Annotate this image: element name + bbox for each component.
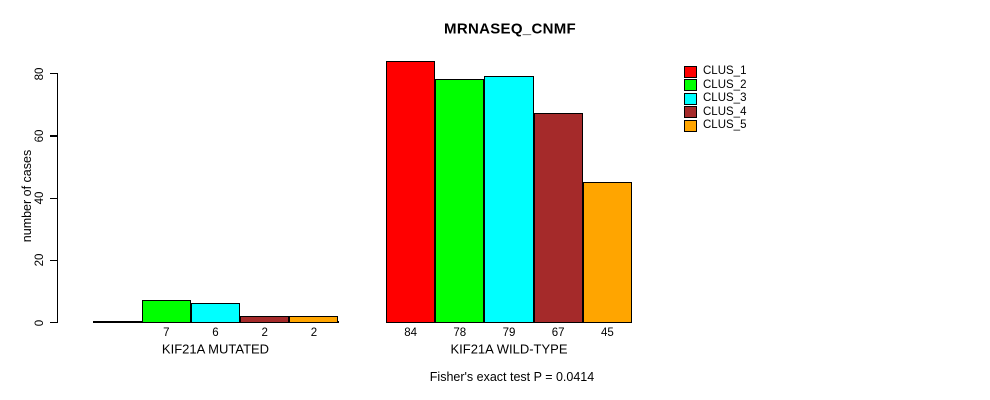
legend-color-swatch bbox=[684, 106, 697, 119]
bar bbox=[533, 113, 583, 323]
y-axis-tick bbox=[50, 135, 57, 137]
legend-item: CLUS_3 bbox=[684, 92, 746, 106]
bar-value-label: 7 bbox=[163, 327, 170, 339]
legend-color-swatch bbox=[684, 92, 697, 105]
y-axis-label: number of cases bbox=[20, 149, 34, 243]
bar-value-label: 2 bbox=[310, 327, 318, 339]
bar-value-label: 2 bbox=[261, 327, 268, 339]
bar bbox=[190, 303, 241, 323]
bar bbox=[484, 76, 534, 323]
legend-item-label: CLUS_1 bbox=[703, 65, 747, 78]
legend-item-label: CLUS_5 bbox=[703, 119, 747, 132]
legend: CLUS_1 CLUS_2 CLUS_3 CLUS_4 CLUS_5 bbox=[684, 65, 746, 133]
fisher-test-note: Fisher's exact test P = 0.0414 bbox=[429, 370, 595, 384]
legend-color-swatch bbox=[684, 119, 697, 132]
y-axis-tick-label: 60 bbox=[34, 129, 46, 143]
bar bbox=[582, 181, 632, 323]
legend-item: CLUS_4 bbox=[684, 106, 746, 120]
legend-item-label: CLUS_4 bbox=[703, 105, 747, 118]
y-axis-tick bbox=[50, 197, 57, 199]
y-axis-tick-label: 80 bbox=[34, 67, 46, 81]
bar bbox=[386, 60, 436, 323]
y-axis-tick-label: 20 bbox=[34, 254, 46, 267]
bar-value-label: 45 bbox=[600, 327, 614, 339]
y-axis-tick-label: 0 bbox=[34, 319, 46, 326]
bar-value-label: 78 bbox=[453, 327, 467, 339]
bar bbox=[141, 300, 191, 323]
legend-item: CLUS_1 bbox=[684, 65, 746, 79]
bar-value-label: 84 bbox=[404, 327, 417, 339]
bar-value-label: 6 bbox=[212, 327, 219, 339]
bar-value-label: 79 bbox=[502, 327, 516, 339]
bar bbox=[435, 79, 485, 323]
y-axis-tick bbox=[50, 259, 57, 262]
legend-item-label: CLUS_3 bbox=[703, 92, 747, 105]
bar bbox=[240, 315, 290, 323]
y-axis-line bbox=[57, 73, 59, 324]
y-axis-tick bbox=[50, 322, 57, 324]
bar-value-label: 67 bbox=[551, 327, 565, 339]
y-axis-tick bbox=[50, 73, 57, 75]
legend-item: CLUS_2 bbox=[684, 79, 746, 93]
group-label: KIF21A WILD-TYPE bbox=[450, 341, 568, 356]
bar bbox=[289, 315, 339, 323]
chart-title: MRNASEQ_CNMF bbox=[444, 20, 576, 38]
group-label: KIF21A MUTATED bbox=[161, 341, 270, 356]
legend-color-swatch bbox=[684, 79, 697, 92]
legend-item: CLUS_5 bbox=[684, 119, 746, 133]
legend-color-swatch bbox=[684, 65, 697, 78]
y-axis-tick-label: 40 bbox=[34, 191, 46, 205]
legend-item-label: CLUS_2 bbox=[703, 78, 747, 91]
